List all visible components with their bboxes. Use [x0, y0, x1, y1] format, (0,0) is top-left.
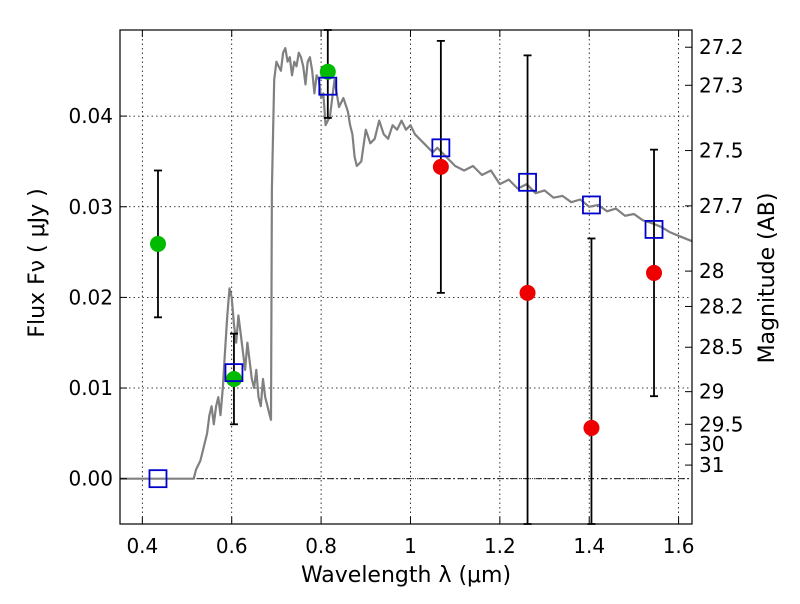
magnitude-tick-label: 29.5 — [699, 412, 744, 436]
magnitude-tick-label: 27.7 — [699, 194, 744, 218]
y-tick-label: 0.00 — [68, 467, 113, 491]
data-points — [148, 63, 664, 489]
nondetection-point — [432, 158, 449, 175]
detection-point — [225, 370, 242, 387]
model-spectrum-line — [120, 46, 693, 480]
y-tick-label: 0.04 — [68, 104, 113, 128]
right-axis-label: Magnitude (AB) — [755, 193, 780, 364]
model-photometry-point — [582, 195, 601, 215]
nondetection-point — [519, 284, 536, 301]
model-spectrum — [120, 46, 693, 480]
model-photometry-point — [318, 76, 338, 96]
x-tick-label: 1.6 — [663, 534, 695, 558]
model-photometry-point — [148, 469, 168, 489]
model-photometry-point — [431, 138, 451, 158]
nondetection-point — [646, 264, 663, 281]
error-bars — [153, 29, 659, 525]
detection-point — [319, 63, 336, 80]
x-axis-label: Wavelength λ (μm) — [301, 563, 511, 588]
axis-ticks: 0.4 0.6 0.8 1 1.2 1.4 1.6 0.00 0.01 0.02 0.03 0.04 2… — [68, 30, 744, 558]
magnitude-tick-label: 28 — [699, 259, 724, 283]
magnitude-tick-label: 27.5 — [699, 139, 744, 163]
y-tick-label: 0.01 — [68, 376, 113, 400]
x-tick-label: 0.4 — [126, 534, 158, 558]
magnitude-tick-label: 27.2 — [699, 35, 744, 59]
x-tick-label: 0.8 — [305, 534, 337, 558]
x-tick-label: 1 — [404, 534, 417, 558]
x-tick-label: 0.6 — [216, 534, 248, 558]
plot-frame — [119, 29, 693, 525]
model-photometry-point — [518, 172, 537, 192]
magnitude-tick-label: 29 — [699, 380, 724, 404]
x-tick-label: 1.2 — [484, 534, 516, 558]
magnitude-tick-label: 30 — [699, 432, 724, 456]
magnitude-tick-label: 27.3 — [699, 73, 744, 97]
grid — [120, 30, 692, 524]
magnitude-tick-label: 28.2 — [699, 294, 744, 318]
magnitude-tick-label: 28.5 — [699, 335, 744, 359]
y-axis-label: Flux Fν ( μJy ) — [25, 188, 50, 337]
detection-point — [149, 235, 166, 252]
model-photometry-point — [224, 363, 244, 383]
magnitude-tick-label: 31 — [699, 453, 724, 477]
x-tick-label: 1.4 — [573, 534, 605, 558]
y-tick-label: 0.02 — [68, 285, 113, 309]
nondetection-point — [583, 419, 600, 436]
model-photometry-point — [644, 220, 664, 239]
y-tick-label: 0.03 — [68, 195, 113, 219]
